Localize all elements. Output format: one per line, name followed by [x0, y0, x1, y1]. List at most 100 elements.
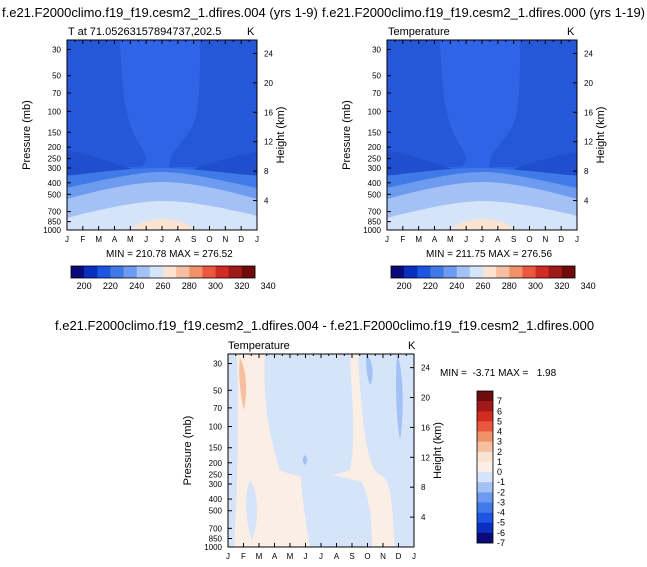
p3-colorbar-label: -7	[497, 538, 505, 548]
p1-ytick-label: 300	[48, 164, 62, 173]
axes-layer: J F M A M J J A S O N D J305070100150200250300400500…	[21, 39, 607, 561]
p1-y2tick-label: 8	[264, 167, 269, 176]
p1-ytick-label: 30	[52, 45, 61, 54]
panel3-field	[228, 354, 414, 547]
p3-xtick-label: D	[396, 552, 402, 561]
p3-xtick-label: N	[380, 552, 386, 561]
p2-xtick-label: J	[464, 235, 468, 244]
p2-xtick-label: D	[558, 235, 564, 244]
p1-colorbar-box	[189, 266, 203, 278]
p1-ytick-label: 700	[48, 208, 62, 217]
p1-xtick-label: A	[175, 235, 181, 244]
p2-xtick-label: N	[542, 235, 548, 244]
p2-ytick-label: 200	[368, 143, 382, 152]
panel2-field	[387, 40, 577, 230]
p3-colorbar-label: 2	[497, 447, 502, 457]
p1-y2label: Height (km)	[275, 107, 287, 164]
p1-colorbar-box	[71, 266, 85, 278]
panel1-stats: MIN = 210.78 MAX = 276.52	[106, 249, 233, 260]
p2-xtick-label: S	[511, 235, 516, 244]
panel3-stats: MIN = -3.71 MAX = 1.98	[440, 368, 557, 379]
p1-ytick-label: 250	[48, 155, 62, 164]
p3-colorbar-box	[477, 441, 493, 453]
p2-colorbar-label: 200	[397, 281, 412, 291]
p3-y2tick-label: 8	[421, 483, 426, 492]
p3-xtick-label: A	[334, 552, 340, 561]
p1-colorbar-box	[84, 266, 98, 278]
p1-colorbar-label: 200	[77, 281, 92, 291]
p2-colorbar-box	[391, 266, 405, 278]
p3-colorbar-label: -1	[497, 477, 505, 487]
p2-xtick-label: A	[495, 235, 501, 244]
p3-colorbar-box	[477, 451, 493, 463]
p3-colorbar-box	[477, 421, 493, 432]
p3-ytick-label: 1000	[204, 543, 222, 552]
p1-xtick-label: O	[206, 235, 212, 244]
p3-ytick-label: 150	[209, 444, 223, 453]
p1-xtick-label: J	[160, 235, 164, 244]
p3-colorbar-label: -6	[497, 528, 505, 538]
panel2-stats: MIN = 211.75 MAX = 276.56	[426, 249, 553, 260]
p2-colorbar-box	[522, 266, 536, 278]
p2-y2tick-label: 8	[584, 167, 589, 176]
p2-xtick-label: J	[575, 235, 579, 244]
p2-xtick-label: O	[526, 235, 532, 244]
p2-xtick-label: A	[432, 235, 438, 244]
p2-y2tick-label: 24	[584, 49, 593, 58]
panel1-units-label: K	[247, 26, 255, 38]
p2-xtick-label: F	[400, 235, 405, 244]
p3-colorbar-label: -2	[497, 487, 505, 497]
p3-y2tick-label: 4	[421, 513, 426, 522]
p1-colorbar-box	[149, 266, 164, 278]
p3-colorbar-box	[477, 431, 493, 442]
p3-ytick-label: 70	[213, 404, 222, 413]
p2-xtick-label: J	[385, 235, 389, 244]
p3-y2label: Height (km)	[432, 422, 444, 479]
p3-ytick-label: 850	[209, 534, 223, 543]
panel1-title: f.e21.F2000climo.f19_f19.cesm2_1.dfires.…	[2, 5, 318, 20]
p2-xtick-label: J	[480, 235, 484, 244]
panel3-units-label: K	[408, 340, 416, 352]
p2-colorbar-label: 240	[449, 281, 464, 291]
p3-colorbar-label: 0	[497, 467, 502, 477]
p3-ytick-label: 300	[209, 480, 223, 489]
colorbar-layer: 200 220 240 260 280 300 320 340 200 220 240 260 280 3…	[70, 265, 596, 548]
p1-ytick-label: 50	[52, 72, 61, 81]
p1-xtick-label: N	[222, 235, 228, 244]
p2-colorbar-box	[483, 266, 497, 278]
p1-y2tick-label: 4	[264, 197, 269, 206]
p1-xtick-label: J	[255, 235, 259, 244]
p2-colorbar-box	[496, 266, 510, 278]
p3-ytick-label: 500	[209, 507, 223, 516]
p3-colorbar-box	[477, 522, 493, 534]
p3-y2tick-label: 24	[421, 364, 430, 373]
p2-y2tick-label: 20	[584, 79, 593, 88]
p2-ytick-label: 500	[368, 190, 382, 199]
p1-colorbar-box	[228, 266, 243, 278]
p2-colorbar-label: 300	[528, 281, 543, 291]
p2-ytick-label: 250	[368, 155, 382, 164]
p1-y2tick-label: 12	[264, 138, 273, 147]
p1-ytick-label: 150	[48, 128, 62, 137]
p3-xtick-label: O	[364, 552, 370, 561]
p2-colorbar-box	[430, 266, 444, 278]
p3-ytick-label: 50	[213, 386, 222, 395]
p1-colorbar-label: 280	[182, 281, 197, 291]
p2-y2tick-label: 12	[584, 138, 593, 147]
p3-ytick-label: 700	[209, 524, 223, 533]
p3-xtick-label: A	[272, 552, 278, 561]
p1-ytick-label: 400	[48, 179, 62, 188]
p3-colorbar-label: 4	[497, 427, 502, 437]
p2-ytick-label: 700	[368, 208, 382, 217]
p3-y2tick-label: 16	[421, 423, 430, 432]
p1-colorbar-label: 340	[261, 281, 276, 291]
p2-colorbar-label: 260	[475, 281, 490, 291]
p2-colorbar-box	[417, 266, 431, 278]
p3-colorbar-box	[477, 411, 493, 422]
p3-colorbar-box	[477, 532, 493, 544]
p1-ytick-label: 70	[52, 89, 61, 98]
p2-colorbar-box	[548, 266, 563, 278]
p3-colorbar-box	[477, 492, 493, 503]
p1-colorbar-box	[110, 266, 124, 278]
p3-colorbar-box	[477, 502, 493, 513]
